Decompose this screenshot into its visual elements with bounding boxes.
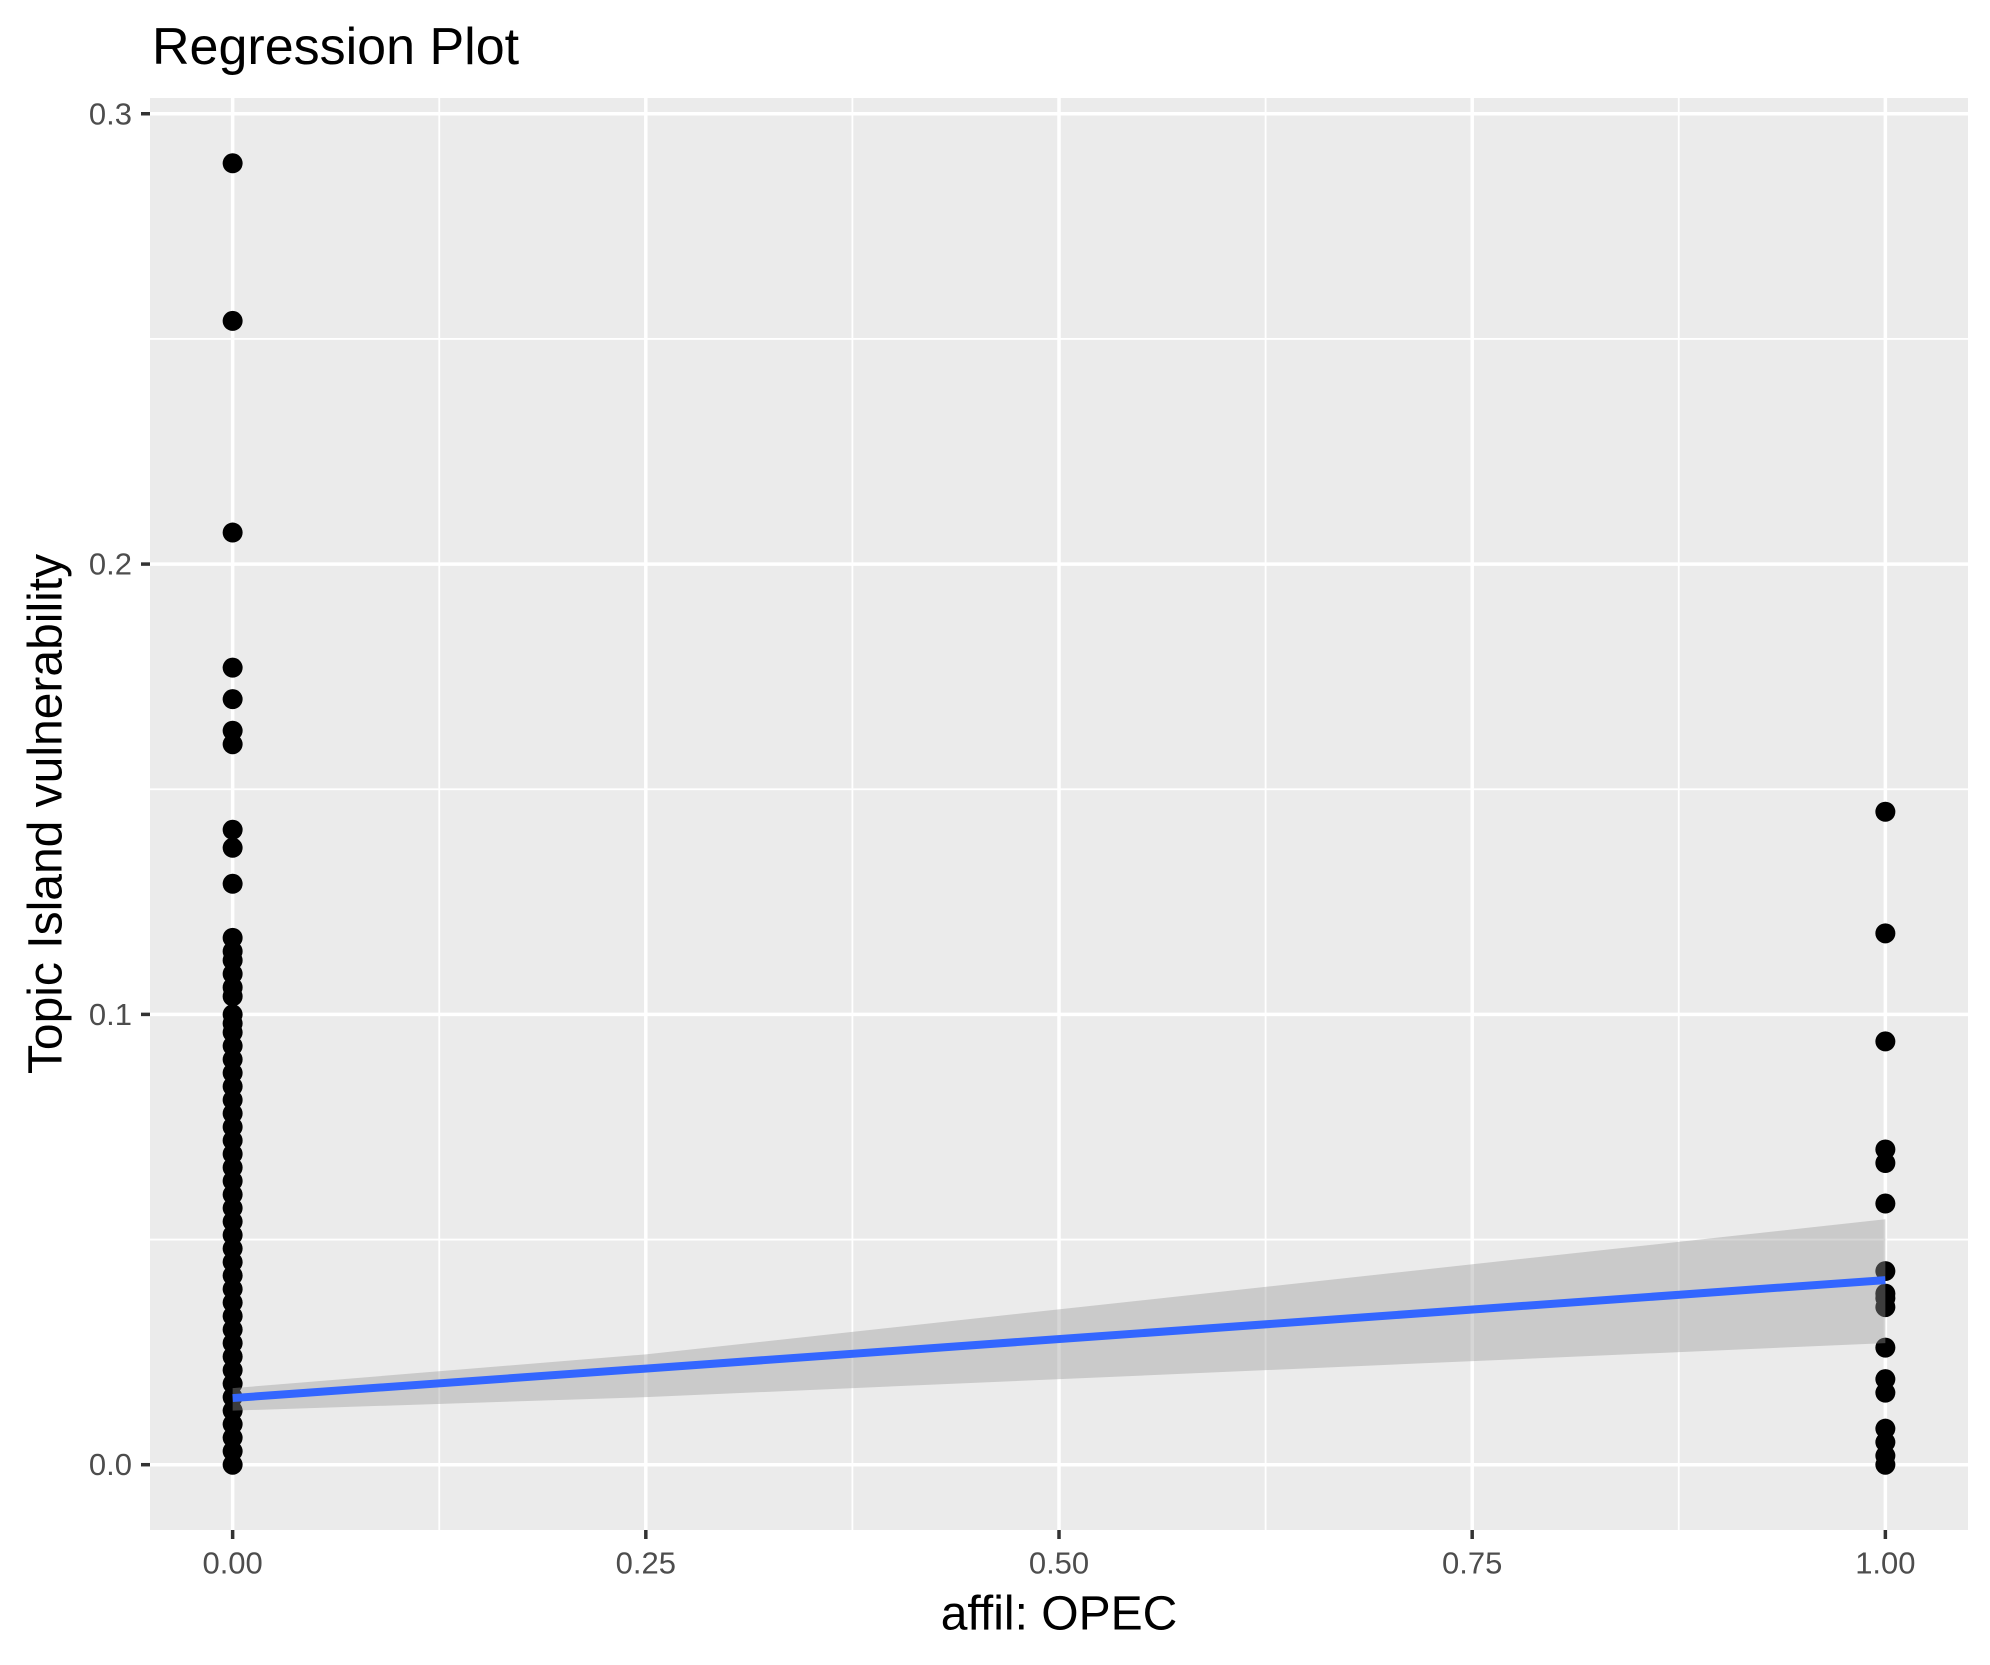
x-axis-tick-label: 0.75 xyxy=(1442,1546,1502,1581)
data-point xyxy=(222,657,243,678)
data-point xyxy=(222,819,243,840)
data-point xyxy=(1875,801,1896,822)
data-point xyxy=(222,522,243,543)
y-axis-tick-label: 0.0 xyxy=(89,1447,132,1482)
smooth-layer xyxy=(232,1219,1886,1411)
axes-layer: 0.00 0.25 0.50 0.75 1.00 0.0 0.1 0.2 0.3 xyxy=(89,96,1916,1580)
data-point xyxy=(222,689,243,710)
data-point xyxy=(1875,1382,1896,1403)
points-layer xyxy=(222,153,1896,1475)
x-axis-tick-label: 0.50 xyxy=(1029,1546,1089,1581)
x-axis-tick-label: 0.00 xyxy=(202,1546,262,1581)
y-axis-tick-label: 0.1 xyxy=(89,997,132,1032)
data-point xyxy=(1875,1337,1896,1358)
regression-line xyxy=(232,1276,1886,1403)
data-point xyxy=(222,153,243,174)
data-point xyxy=(222,986,243,1007)
x-axis-title: affil: OPEC xyxy=(941,1588,1178,1641)
y-axis-tick-label: 0.2 xyxy=(89,547,132,582)
y-axis-tick-label: 0.3 xyxy=(89,96,132,131)
data-point xyxy=(1875,1297,1896,1318)
data-point xyxy=(222,734,243,755)
data-point xyxy=(222,1454,243,1475)
confidence-ribbon xyxy=(232,1219,1886,1411)
data-point xyxy=(1875,1152,1896,1173)
data-point xyxy=(1875,1031,1896,1052)
data-point xyxy=(222,873,243,894)
data-point xyxy=(1875,1261,1896,1282)
data-point xyxy=(1875,1454,1896,1475)
y-axis-title: Topic Island vulnerability xyxy=(20,554,73,1074)
x-axis-tick-label: 0.25 xyxy=(616,1546,676,1581)
data-point xyxy=(222,310,243,331)
grid-layer xyxy=(150,98,1968,1530)
data-point xyxy=(222,837,243,858)
data-point xyxy=(1875,923,1896,944)
data-point xyxy=(1875,1193,1896,1214)
x-axis-tick-label: 1.00 xyxy=(1855,1546,1915,1581)
plot-title: Regression Plot xyxy=(152,18,520,76)
